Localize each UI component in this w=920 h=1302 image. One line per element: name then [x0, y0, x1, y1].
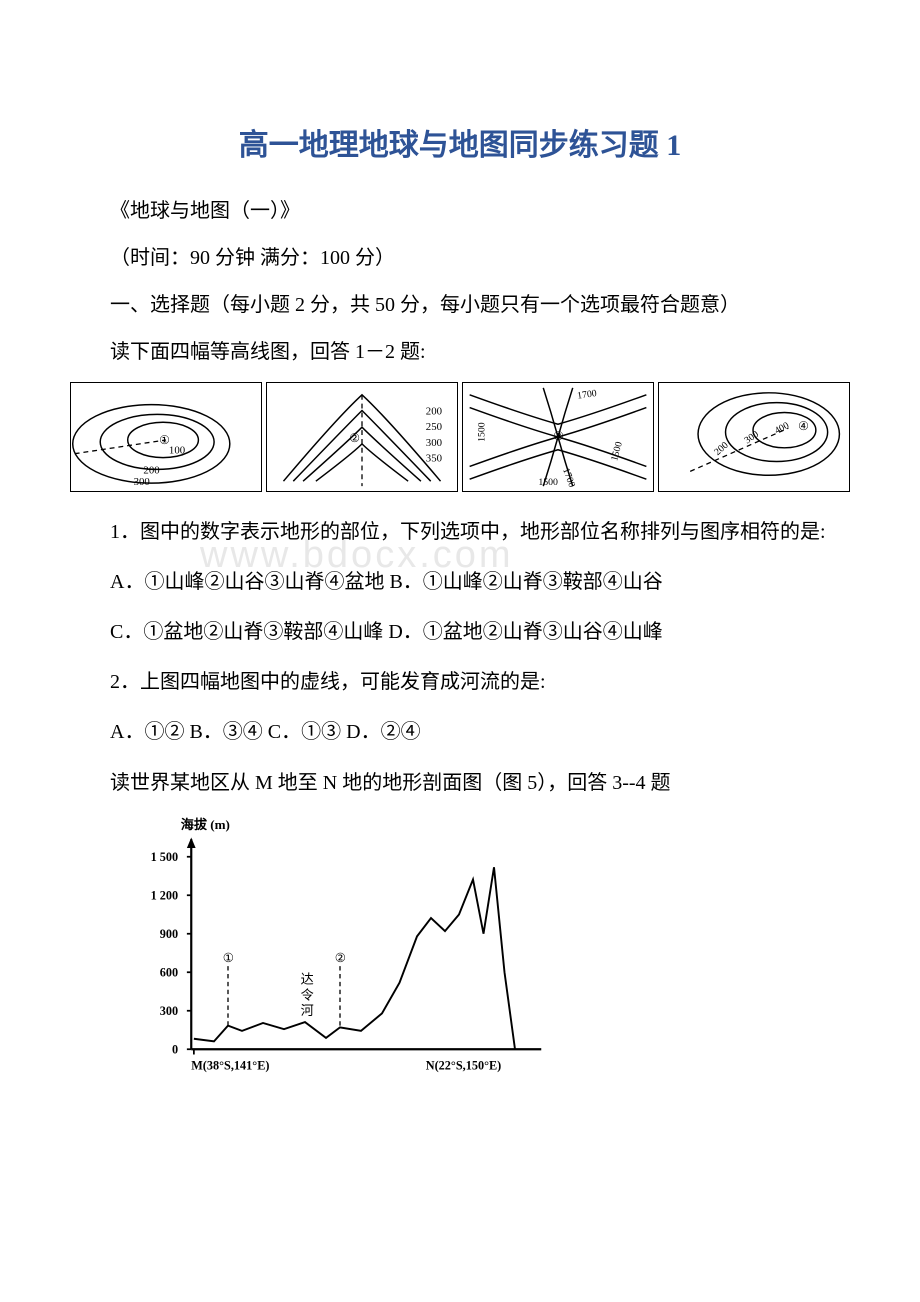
- instruction-1: 读下面四幅等高线图，回答 1－2 题:: [70, 335, 850, 364]
- svg-text:1700: 1700: [560, 467, 577, 489]
- marker-4: ④: [798, 420, 809, 433]
- x-right-label: N(22°S,150°E): [426, 1058, 501, 1072]
- marker-2: ②: [349, 432, 360, 445]
- svg-text:300: 300: [160, 1004, 178, 1018]
- profile-line: [194, 867, 515, 1049]
- profile-chart: 海拔 (m) 0 300 600 900 1 200 1 500 ① ② 达: [130, 813, 550, 1089]
- svg-text:100: 100: [169, 445, 185, 457]
- svg-text:250: 250: [426, 421, 442, 433]
- x-left-label: M(38°S,141°E): [191, 1058, 269, 1072]
- contour-figure-row: ① 100 200 300 ② 200 250 300 350: [70, 382, 850, 492]
- profile-marker-1: ①: [223, 951, 234, 965]
- svg-text:200: 200: [426, 405, 442, 417]
- page-title: 高一地理地球与地图同步练习题 1: [70, 120, 850, 164]
- svg-text:令: 令: [301, 987, 314, 1002]
- section-header: 一、选择题（每小题 2 分，共 50 分，每小题只有一个选项最符合题意）: [70, 288, 850, 317]
- question-1-options-ab: A．①山峰②山谷③山脊④盆地 B．①山峰②山脊③鞍部④山谷: [70, 566, 850, 598]
- marker-3: ③: [553, 430, 564, 443]
- y-ticks: 0 300 600 900 1 200 1 500: [151, 850, 192, 1057]
- svg-text:1500: 1500: [538, 477, 558, 488]
- svg-text:300: 300: [134, 476, 150, 488]
- svg-text:300: 300: [743, 429, 761, 446]
- subtitle: 《地球与地图（一）》: [70, 194, 850, 223]
- svg-text:河: 河: [301, 1003, 314, 1018]
- contour-figure-4: ④ 400 300 200: [658, 382, 850, 492]
- svg-text:300: 300: [426, 437, 442, 449]
- svg-text:1 200: 1 200: [151, 889, 179, 903]
- svg-text:1 500: 1 500: [151, 850, 179, 864]
- svg-text:200: 200: [143, 464, 159, 476]
- contour-figure-3: ③ 1700 1500 1700 1500 1500: [462, 382, 654, 492]
- svg-text:350: 350: [426, 453, 442, 465]
- svg-text:600: 600: [160, 966, 178, 980]
- svg-text:1500: 1500: [476, 422, 487, 442]
- exam-info: （时间：90 分钟 满分：100 分）: [70, 241, 850, 270]
- svg-text:0: 0: [172, 1043, 178, 1057]
- svg-text:1500: 1500: [609, 440, 625, 462]
- svg-text:1700: 1700: [577, 388, 598, 402]
- profile-marker-2: ②: [335, 951, 346, 965]
- question-2-options: A．①② B．③④ C．①③ D．②④: [70, 716, 850, 748]
- question-1-stem: 1．图中的数字表示地形的部位，下列选项中，地形部位名称排列与图序相符的是:: [70, 516, 850, 548]
- question-2-stem: 2．上图四幅地图中的虚线，可能发育成河流的是:: [70, 666, 850, 698]
- y-axis-label: 海拔 (m): [181, 816, 230, 832]
- contour-figure-2: ② 200 250 300 350: [266, 382, 458, 492]
- question-1-options-cd: C．①盆地②山脊③鞍部④山峰 D．①盆地②山脊③山谷④山峰: [70, 616, 850, 648]
- river-label: 达: [301, 972, 314, 987]
- svg-text:900: 900: [160, 927, 178, 941]
- contour-figure-1: ① 100 200 300: [70, 382, 262, 492]
- instruction-2: 读世界某地区从 M 地至 N 地的地形剖面图（图 5），回答 3--4 题: [70, 766, 850, 795]
